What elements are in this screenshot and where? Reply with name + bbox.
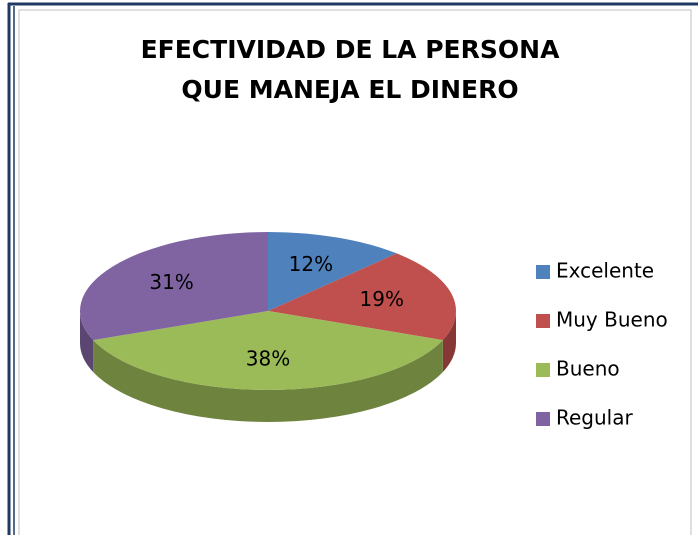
data-label: 38% (246, 346, 290, 370)
slice (79, 232, 269, 341)
slice-side (80, 311, 94, 373)
slice-side (93, 340, 443, 422)
slice (93, 311, 443, 390)
legend-label: Regular (556, 406, 633, 430)
legend-swatch (536, 265, 550, 279)
data-label: 12% (289, 252, 333, 276)
slice (268, 232, 397, 311)
legend-swatch (536, 412, 550, 426)
legend-label: Muy Bueno (556, 308, 668, 332)
legend-swatch (536, 363, 550, 377)
chart-border (18, 9, 692, 535)
legend-label: Excelente (556, 259, 654, 283)
data-label: 31% (149, 270, 193, 294)
legend-label: Bueno (556, 357, 620, 381)
slice (268, 253, 456, 341)
chart-title: EFECTIVIDAD DE LA PERSONA QUE MANEJA EL … (140, 35, 560, 104)
data-label: 19% (360, 287, 404, 311)
slice-side (442, 311, 456, 373)
legend-swatch (536, 314, 550, 328)
